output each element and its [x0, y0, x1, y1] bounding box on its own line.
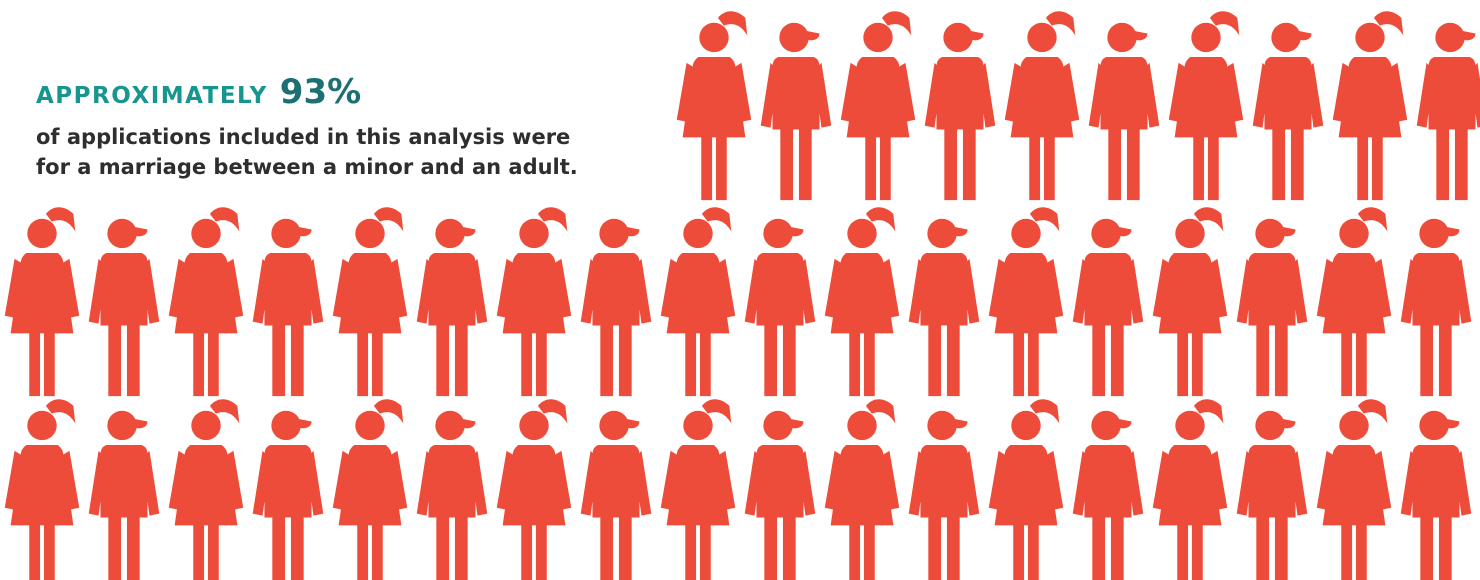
- girl-figure-icon: [660, 399, 736, 580]
- boy-figure-icon: [1072, 218, 1144, 397]
- girl-figure-icon: [1152, 399, 1228, 580]
- girl-figure-icon: [4, 399, 80, 580]
- boy-figure-icon: [416, 410, 488, 580]
- boy-figure-icon: [88, 218, 160, 397]
- headline-lead: APPROXIMATELY: [36, 83, 268, 109]
- boy-figure-icon: [580, 410, 652, 580]
- boy-figure-icon: [1400, 410, 1472, 580]
- girl-figure-icon: [1004, 11, 1080, 201]
- boy-figure-icon: [908, 218, 980, 397]
- boy-figure-icon: [252, 218, 324, 397]
- girl-figure-icon: [824, 399, 900, 580]
- girl-figure-icon: [676, 11, 752, 201]
- girl-figure-icon: [1316, 207, 1392, 397]
- girl-figure-icon: [988, 207, 1064, 397]
- boy-figure-icon: [760, 22, 832, 201]
- girl-figure-icon: [4, 207, 80, 397]
- description-line-2: for a marriage between a minor and an ad…: [36, 155, 578, 179]
- boy-figure-icon: [924, 22, 996, 201]
- boy-figure-icon: [908, 410, 980, 580]
- description: of applications included in this analysi…: [36, 122, 656, 182]
- headline-percent: 93%: [279, 72, 362, 112]
- girl-figure-icon: [168, 207, 244, 397]
- boy-figure-icon: [744, 218, 816, 397]
- girl-figure-icon: [824, 207, 900, 397]
- girl-figure-icon: [496, 399, 572, 580]
- boy-figure-icon: [1236, 218, 1308, 397]
- boy-figure-icon: [580, 218, 652, 397]
- boy-figure-icon: [1416, 22, 1480, 201]
- boy-figure-icon: [252, 410, 324, 580]
- girl-figure-icon: [1316, 399, 1392, 580]
- headline: APPROXIMATELY 93%: [36, 72, 361, 112]
- girl-figure-icon: [496, 207, 572, 397]
- description-line-1: of applications included in this analysi…: [36, 125, 571, 149]
- girl-figure-icon: [988, 399, 1064, 580]
- boy-figure-icon: [1252, 22, 1324, 201]
- boy-figure-icon: [744, 410, 816, 580]
- boy-figure-icon: [88, 410, 160, 580]
- boy-figure-icon: [1072, 410, 1144, 580]
- girl-figure-icon: [168, 399, 244, 580]
- girl-figure-icon: [1168, 11, 1244, 201]
- girl-figure-icon: [840, 11, 916, 201]
- girl-figure-icon: [1152, 207, 1228, 397]
- girl-figure-icon: [1332, 11, 1408, 201]
- boy-figure-icon: [1236, 410, 1308, 580]
- boy-figure-icon: [1088, 22, 1160, 201]
- boy-figure-icon: [1400, 218, 1472, 397]
- boy-figure-icon: [416, 218, 488, 397]
- girl-figure-icon: [332, 399, 408, 580]
- girl-figure-icon: [332, 207, 408, 397]
- girl-figure-icon: [660, 207, 736, 397]
